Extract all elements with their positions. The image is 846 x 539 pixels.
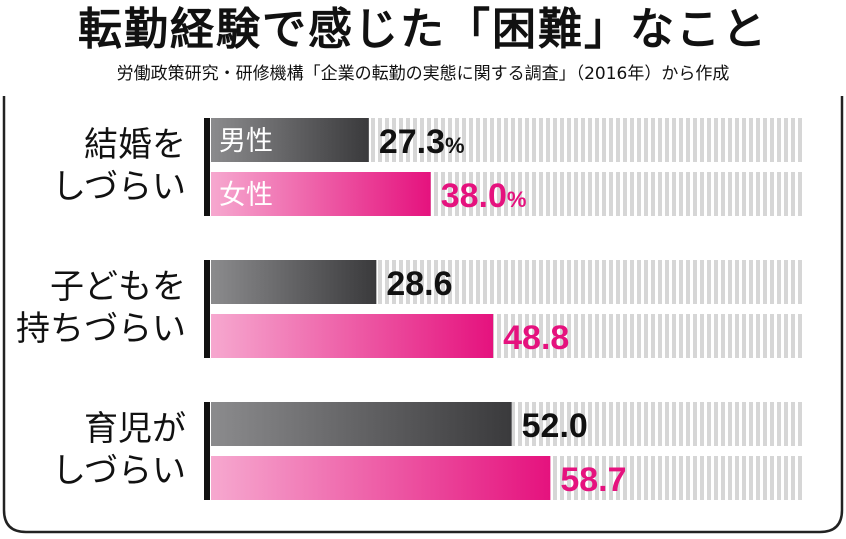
value-label: 38.0% [441,177,527,215]
series-label: 女性 [219,180,273,210]
value-number: 27.3 [379,123,445,161]
bar-female [211,172,431,216]
category-label-line: 結婚を [84,126,186,164]
value-label: 48.8 [503,319,569,357]
value-label: 27.3% [379,123,465,161]
group-marker [204,402,210,500]
value-number: 48.8 [503,319,569,357]
bar-male [211,402,512,446]
chart-title: 転勤経験で感じた「困難」なこと [78,4,768,55]
value-percent: % [507,187,527,212]
category-label-line: 子どもを [50,268,186,306]
series-label: 男性 [219,126,273,156]
bar-male [211,260,377,304]
category-label: 育児がしづらい [52,410,186,490]
category-label-line: 育児が [84,410,186,448]
value-percent: % [445,133,465,158]
value-number: 38.0 [441,177,507,215]
group-marker [204,118,210,216]
value-number: 52.0 [522,407,588,445]
value-number: 58.7 [560,461,626,499]
value-label: 52.0 [522,407,588,445]
card-border [2,96,844,534]
group-marker [204,260,210,358]
bar-female [211,314,494,358]
bar-female [211,456,551,500]
value-label: 58.7 [560,461,626,499]
value-number: 28.6 [386,265,452,303]
value-label: 28.6 [386,265,452,303]
category-label-line: 持ちづらい [16,310,186,348]
category-label-line: しづらい [52,168,186,206]
category-label: 子どもを持ちづらい [16,268,186,348]
category-label-line: しづらい [52,452,186,490]
bar-male [211,118,369,162]
category-label: 結婚をしづらい [52,126,186,206]
chart-subtitle: 労働政策研究・研修機構「企業の転勤の実態に関する調査」（2016年）から作成 [116,64,730,84]
